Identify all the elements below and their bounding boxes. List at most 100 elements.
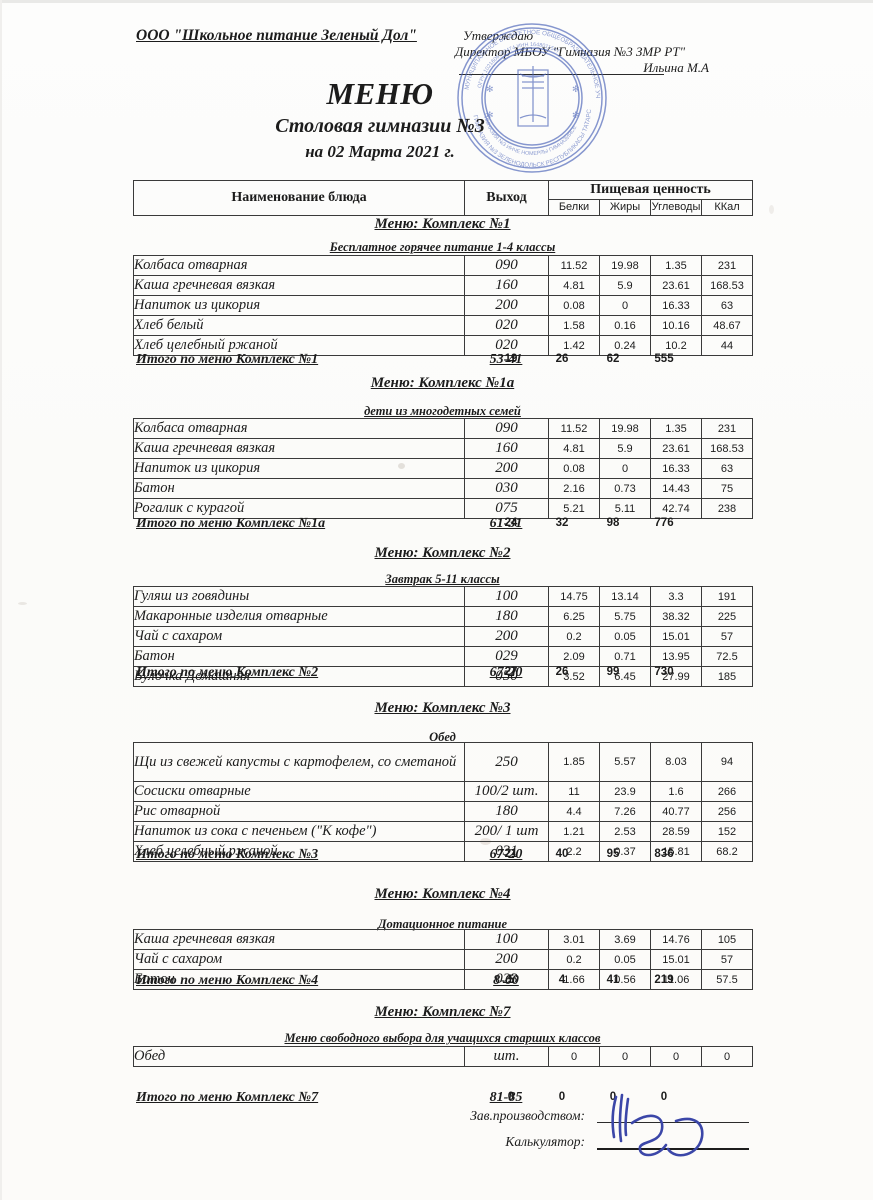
- section-table-4: Щи из свежей капусты с картофелем, со см…: [133, 742, 753, 862]
- cell-output: 020: [464, 315, 549, 336]
- cell-output: 029: [464, 646, 549, 667]
- cell-carbs: 28.59: [650, 821, 702, 842]
- cell-output: 250: [464, 742, 549, 782]
- cell-output: 100: [464, 586, 549, 607]
- cell-dish-name: Хлеб целебный ржаной: [133, 335, 465, 356]
- cell-proteins: 3.52: [548, 666, 600, 687]
- total-carbs-3: 99: [606, 666, 620, 678]
- cell-carbs: 15.81: [650, 841, 702, 862]
- cell-proteins: 4.81: [548, 275, 600, 296]
- cell-dish-name: Хлеб белый: [133, 315, 465, 336]
- total-label-1: Итого по меню Комплекс №1: [136, 352, 319, 367]
- section-title-1: Меню: Комплекс №1: [374, 216, 511, 232]
- col-header-nutrition: Пищевая ценность: [547, 180, 754, 200]
- cell-proteins: 14.75: [548, 586, 600, 607]
- total-fats-2: 32: [555, 517, 569, 529]
- cell-output: 200: [464, 949, 549, 970]
- page-title: МЕНЮ: [326, 76, 434, 111]
- section-title-4: Меню: Комплекс №3: [374, 700, 511, 716]
- cell-fats: 0.56: [599, 969, 651, 990]
- section-subtitle-6: Меню свободного выбора для учащихся стар…: [284, 1031, 601, 1045]
- total-output-6: 81-85: [489, 1090, 523, 1105]
- cell-kcal: 75: [701, 478, 753, 499]
- total-kcal-5: 219: [654, 974, 674, 986]
- cell-proteins: 1.42: [548, 335, 600, 356]
- cell-dish-name: Чай с сахаром: [133, 626, 465, 647]
- section-table-6: Обед шт. 0 0 0 0: [133, 1046, 753, 1067]
- table-row: Рис отварной 180 4.4 7.26 40.77 256: [133, 801, 753, 822]
- cell-dish-name: Сосиски отварные: [133, 781, 465, 802]
- cell-carbs: 0: [650, 1046, 702, 1067]
- cell-dish-name: Батон: [133, 478, 465, 499]
- total-output-4: 67-20: [489, 847, 523, 862]
- col-header-output: Выход: [464, 180, 549, 216]
- cell-carbs: 42.74: [650, 498, 702, 519]
- cell-kcal: 105: [701, 929, 753, 950]
- cell-proteins: 11.52: [548, 255, 600, 276]
- organization-name: ООО "Школьное питание Зеленый Дол": [136, 27, 417, 44]
- cell-dish-name: Напиток из цикория: [133, 458, 465, 479]
- cell-carbs: 16.33: [650, 295, 702, 316]
- cell-dish-name: Каша гречневая вязкая: [133, 438, 465, 459]
- cell-proteins: 0.2: [548, 626, 600, 647]
- cell-dish-name: Рогалик с курагой: [133, 498, 465, 519]
- cell-proteins: 4.4: [548, 801, 600, 822]
- cell-fats: 0: [599, 295, 651, 316]
- total-proteins-1: 19: [504, 353, 518, 365]
- total-label-3: Итого по меню Комплекс №2: [136, 665, 319, 680]
- cell-proteins: 0: [548, 1046, 600, 1067]
- cell-kcal: 57: [701, 626, 753, 647]
- cell-fats: 0.05: [599, 626, 651, 647]
- total-output-5: 8-00: [493, 973, 519, 988]
- cell-kcal: 68.2: [701, 841, 753, 862]
- table-row: Напиток из цикория 200 0.08 0 16.33 63: [133, 458, 753, 479]
- cell-proteins: 11.52: [548, 418, 600, 439]
- cell-output: 200/ 1 шт: [464, 821, 549, 842]
- table-row: Хлеб целебный ржаной 031 2.2 0.37 15.81 68.2: [133, 841, 753, 862]
- total-fats-3: 26: [555, 666, 569, 678]
- total-fats-1: 26: [555, 353, 569, 365]
- table-row: Батон 029 2.09 0.71 13.95 72.5: [133, 646, 753, 667]
- scan-edge-top: [0, 0, 873, 3]
- cell-dish-name: Щи из свежей капусты с картофелем, со см…: [133, 742, 465, 782]
- section-table-1: Колбаса отварная 090 11.52 19.98 1.35 231 Каша…: [133, 255, 753, 356]
- table-row: Обед шт. 0 0 0 0: [133, 1046, 753, 1067]
- cell-proteins: 4.81: [548, 438, 600, 459]
- cell-kcal: 63: [701, 295, 753, 316]
- table-row: Каша гречневая вязкая 160 4.81 5.9 23.61 168.…: [133, 275, 753, 296]
- cell-output: 200: [464, 295, 549, 316]
- cell-dish-name: Булочка Домашняя: [133, 666, 465, 687]
- cell-kcal: 238: [701, 498, 753, 519]
- table-row: Напиток из цикория 200 0.08 0 16.33 63: [133, 295, 753, 316]
- cell-carbs: 10.16: [650, 315, 702, 336]
- cell-carbs: 10.2: [650, 335, 702, 356]
- total-kcal-4: 836: [654, 848, 674, 860]
- section-title-3: Меню: Комплекс №2: [374, 545, 511, 561]
- cell-fats: 3.69: [599, 929, 651, 950]
- cell-dish-name: Хлеб целебный ржаной: [133, 841, 465, 862]
- section-table-3: Гуляш из говядины 100 14.75 13.14 3.3 191 Мака…: [133, 586, 753, 687]
- signature-rule: [459, 74, 664, 75]
- cell-proteins: 2.09: [548, 646, 600, 667]
- cell-fats: 5.57: [599, 742, 651, 782]
- cell-fats: 7.26: [599, 801, 651, 822]
- table-row: Батон 023 1.66 0.56 11.06 57.5: [133, 969, 753, 990]
- cell-kcal: 231: [701, 418, 753, 439]
- table-header: Наименование блюда Выход Пищевая ценност…: [133, 180, 754, 217]
- cell-kcal: 225: [701, 606, 753, 627]
- cell-fats: 23.9: [599, 781, 651, 802]
- total-proteins-3: 27: [504, 666, 518, 678]
- section-subtitle-3: Завтрак 5-11 классы: [385, 572, 500, 586]
- total-label-6: Итого по меню Комплекс №7: [136, 1090, 319, 1105]
- total-carbs-6: 0: [609, 1091, 617, 1103]
- table-row: Напиток из сока с печеньем ("К кофе") 200…: [133, 821, 753, 842]
- cell-kcal: 94: [701, 742, 753, 782]
- cell-kcal: 57: [701, 949, 753, 970]
- cell-kcal: 48.67: [701, 315, 753, 336]
- cell-dish-name: Гуляш из говядины: [133, 586, 465, 607]
- cell-carbs: 1.35: [650, 255, 702, 276]
- cell-carbs: 8.03: [650, 742, 702, 782]
- cell-fats: 6.45: [599, 666, 651, 687]
- director-line: Директор МБОУ "Гимназия №3 ЗМР РТ": [455, 44, 686, 59]
- cell-kcal: 57.5: [701, 969, 753, 990]
